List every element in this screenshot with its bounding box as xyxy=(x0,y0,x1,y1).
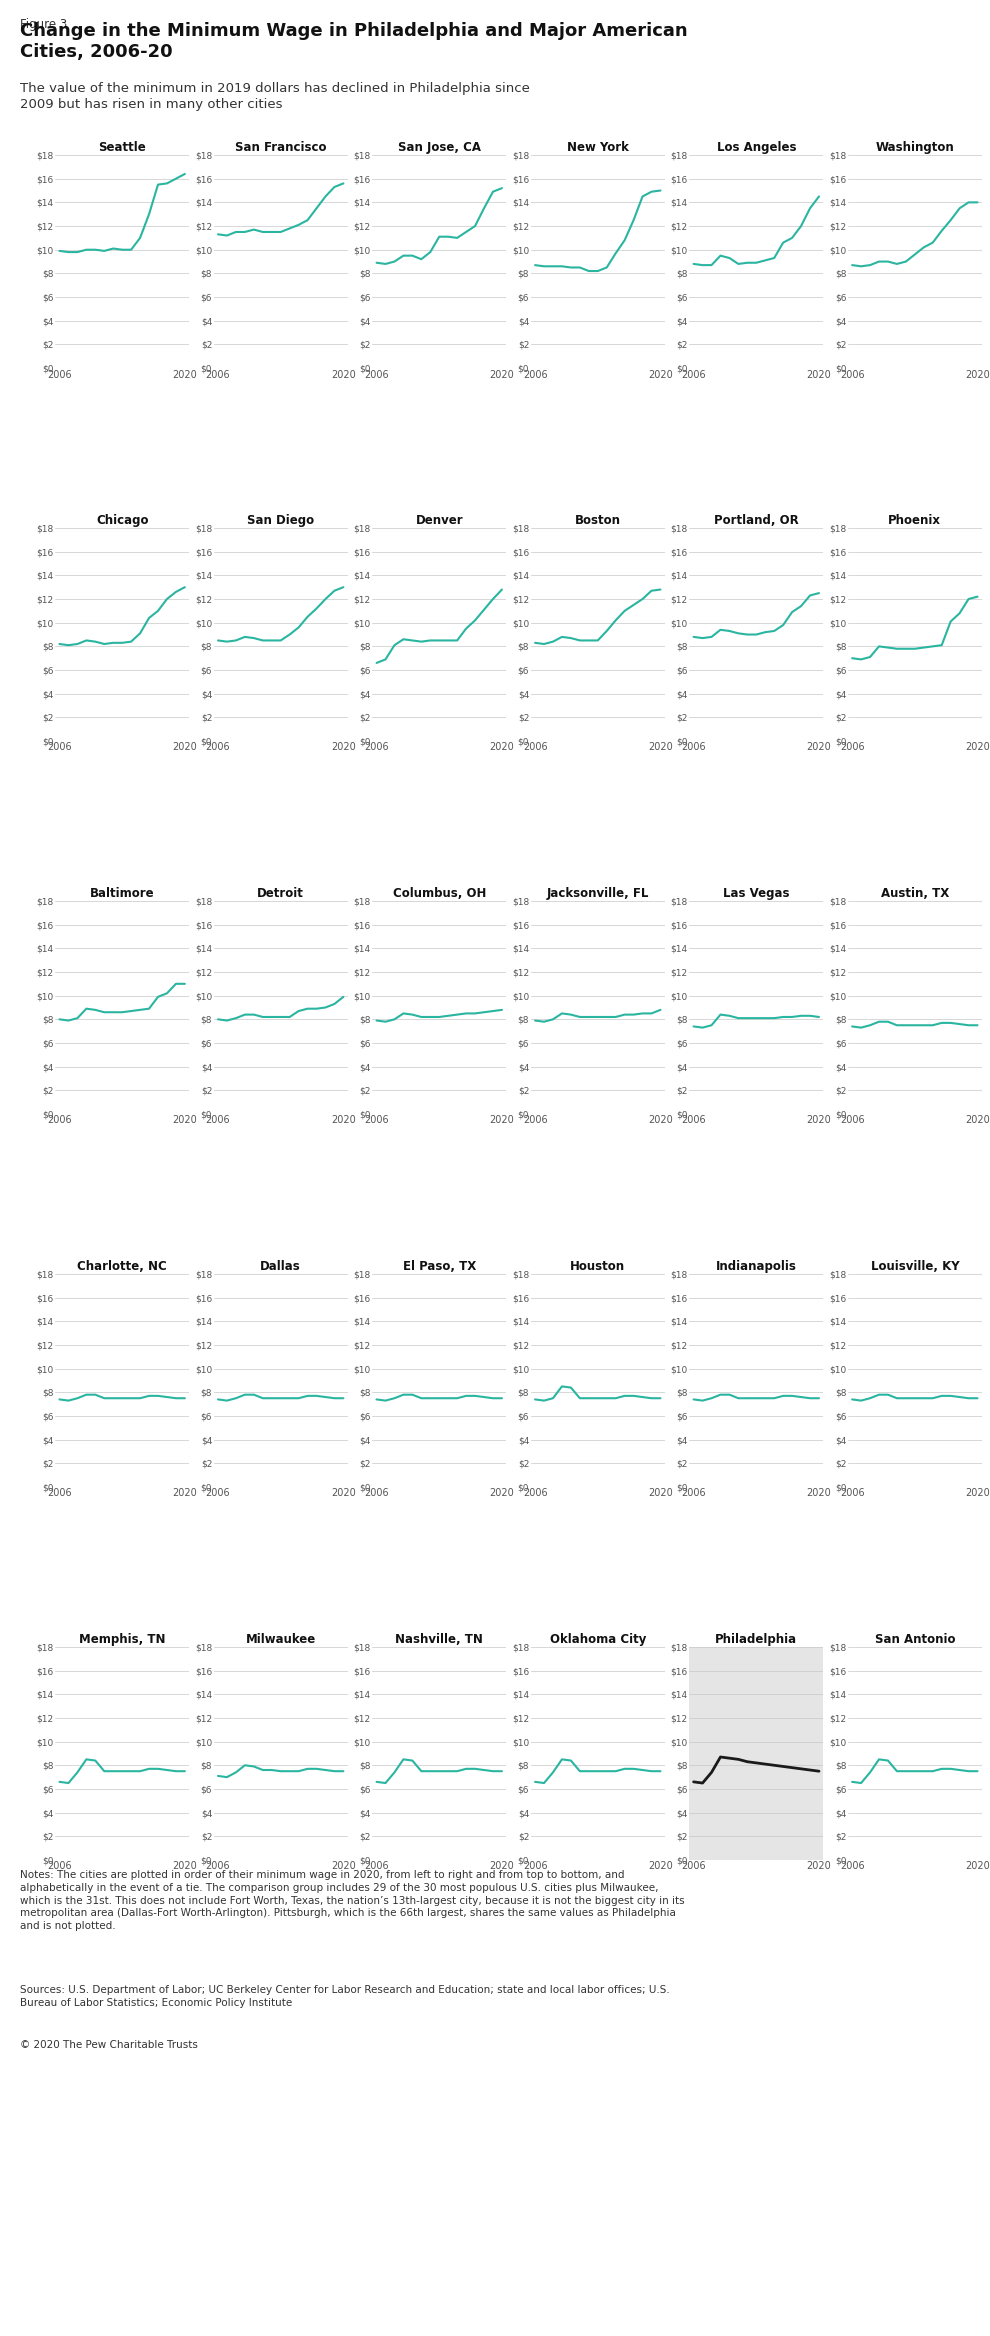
Title: New York: New York xyxy=(567,140,629,154)
Title: Chicago: Chicago xyxy=(96,514,148,528)
Title: El Paso, TX: El Paso, TX xyxy=(403,1259,476,1273)
Title: Oklahoma City: Oklahoma City xyxy=(549,1633,645,1645)
Text: © 2020 The Pew Charitable Trusts: © 2020 The Pew Charitable Trusts xyxy=(20,2039,198,2051)
Title: Detroit: Detroit xyxy=(257,888,304,899)
Title: San Diego: San Diego xyxy=(248,514,314,528)
Text: Change in the Minimum Wage in Philadelphia and Major American
Cities, 2006-20: Change in the Minimum Wage in Philadelph… xyxy=(20,21,687,61)
Title: Columbus, OH: Columbus, OH xyxy=(393,888,486,899)
Title: Jacksonville, FL: Jacksonville, FL xyxy=(546,888,649,899)
Title: Indianapolis: Indianapolis xyxy=(716,1259,797,1273)
Title: Seattle: Seattle xyxy=(98,140,147,154)
Title: Boston: Boston xyxy=(575,514,621,528)
Text: Figure 3: Figure 3 xyxy=(20,19,67,30)
Title: Los Angeles: Los Angeles xyxy=(717,140,796,154)
Title: Austin, TX: Austin, TX xyxy=(881,888,949,899)
Text: Sources: U.S. Department of Labor; UC Berkeley Center for Labor Research and Edu: Sources: U.S. Department of Labor; UC Be… xyxy=(20,1986,669,2009)
Title: Philadelphia: Philadelphia xyxy=(715,1633,797,1645)
Title: Denver: Denver xyxy=(416,514,463,528)
Title: Nashville, TN: Nashville, TN xyxy=(395,1633,483,1645)
Title: Milwaukee: Milwaukee xyxy=(246,1633,316,1645)
Text: Notes: The cities are plotted in order of their minimum wage in 2020, from left : Notes: The cities are plotted in order o… xyxy=(20,1871,684,1932)
Title: Charlotte, NC: Charlotte, NC xyxy=(77,1259,167,1273)
Title: Baltimore: Baltimore xyxy=(90,888,154,899)
Text: The value of the minimum in 2019 dollars has declined in Philadelphia since
2009: The value of the minimum in 2019 dollars… xyxy=(20,82,530,112)
Title: Dallas: Dallas xyxy=(260,1259,301,1273)
Title: San Antonio: San Antonio xyxy=(874,1633,955,1645)
Title: San Jose, CA: San Jose, CA xyxy=(398,140,481,154)
Title: San Francisco: San Francisco xyxy=(235,140,327,154)
Title: Louisville, KY: Louisville, KY xyxy=(870,1259,959,1273)
Title: Memphis, TN: Memphis, TN xyxy=(79,1633,165,1645)
Title: Washington: Washington xyxy=(875,140,954,154)
Title: Phoenix: Phoenix xyxy=(888,514,941,528)
Title: Portland, OR: Portland, OR xyxy=(714,514,799,528)
Title: Houston: Houston xyxy=(570,1259,626,1273)
Title: Las Vegas: Las Vegas xyxy=(723,888,790,899)
